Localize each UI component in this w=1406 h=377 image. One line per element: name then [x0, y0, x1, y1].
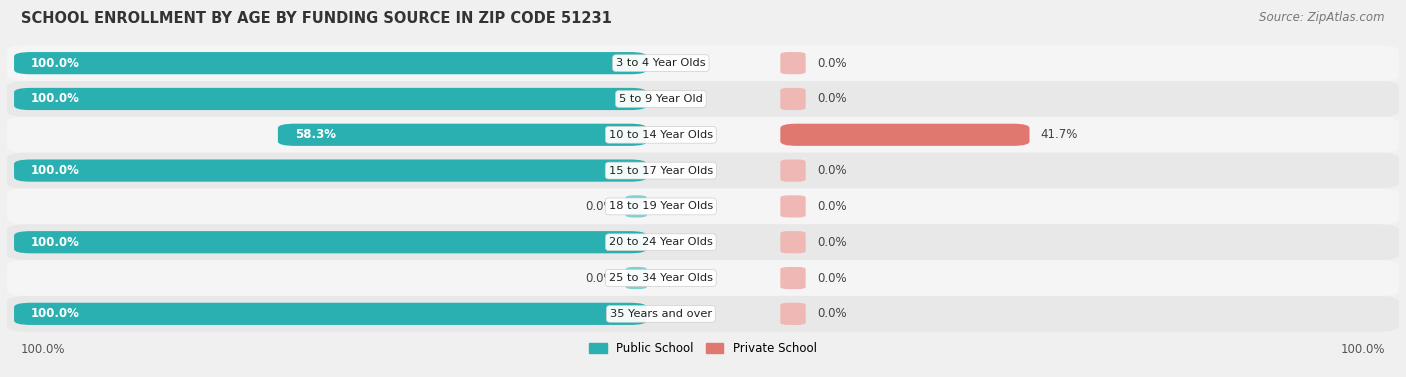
- Text: 3 to 4 Year Olds: 3 to 4 Year Olds: [616, 58, 706, 68]
- Text: 0.0%: 0.0%: [585, 271, 614, 285]
- Text: 35 Years and over: 35 Years and over: [610, 309, 711, 319]
- Text: SCHOOL ENROLLMENT BY AGE BY FUNDING SOURCE IN ZIP CODE 51231: SCHOOL ENROLLMENT BY AGE BY FUNDING SOUR…: [21, 11, 612, 26]
- Legend: Public School, Private School: Public School, Private School: [585, 337, 821, 360]
- Text: 100.0%: 100.0%: [31, 164, 80, 177]
- Text: 0.0%: 0.0%: [817, 164, 846, 177]
- Text: 5 to 9 Year Old: 5 to 9 Year Old: [619, 94, 703, 104]
- Text: 0.0%: 0.0%: [817, 307, 846, 320]
- Text: 41.7%: 41.7%: [1040, 128, 1078, 141]
- Text: 25 to 34 Year Olds: 25 to 34 Year Olds: [609, 273, 713, 283]
- Text: 0.0%: 0.0%: [817, 236, 846, 249]
- Text: 0.0%: 0.0%: [585, 200, 614, 213]
- Text: 0.0%: 0.0%: [817, 200, 846, 213]
- Text: 0.0%: 0.0%: [817, 271, 846, 285]
- Text: 100.0%: 100.0%: [1340, 343, 1385, 356]
- Text: 15 to 17 Year Olds: 15 to 17 Year Olds: [609, 166, 713, 176]
- Text: 100.0%: 100.0%: [21, 343, 66, 356]
- Text: 58.3%: 58.3%: [295, 128, 336, 141]
- Text: 18 to 19 Year Olds: 18 to 19 Year Olds: [609, 201, 713, 211]
- Text: 100.0%: 100.0%: [31, 307, 80, 320]
- Text: 10 to 14 Year Olds: 10 to 14 Year Olds: [609, 130, 713, 140]
- Text: 100.0%: 100.0%: [31, 57, 80, 70]
- Text: 100.0%: 100.0%: [31, 92, 80, 106]
- Text: 20 to 24 Year Olds: 20 to 24 Year Olds: [609, 237, 713, 247]
- Text: 0.0%: 0.0%: [817, 92, 846, 106]
- Text: 0.0%: 0.0%: [817, 57, 846, 70]
- Text: Source: ZipAtlas.com: Source: ZipAtlas.com: [1260, 11, 1385, 24]
- Text: 100.0%: 100.0%: [31, 236, 80, 249]
